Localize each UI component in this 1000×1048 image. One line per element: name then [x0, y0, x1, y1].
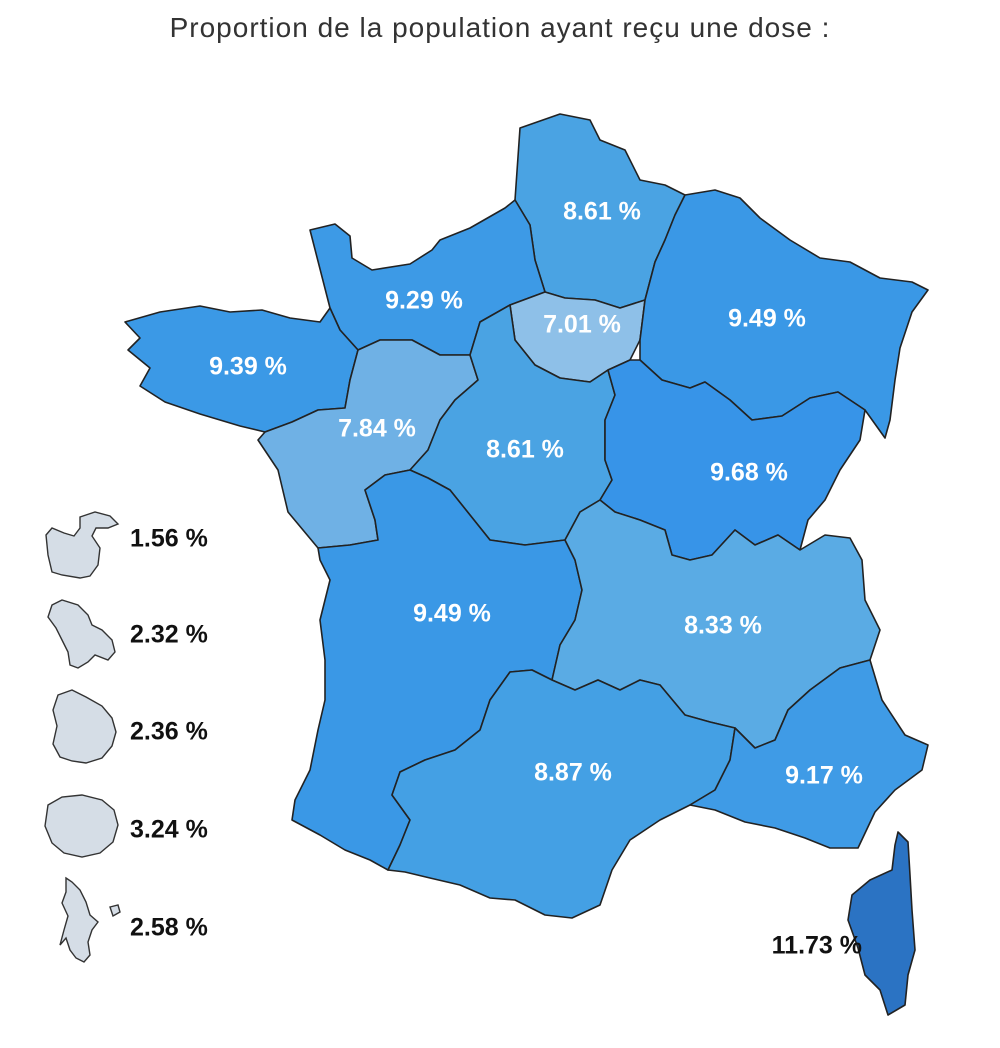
overseas-guadeloupe-shape[interactable]	[45, 511, 120, 579]
label-auvergne-rhone-alpes: 8.33 %	[684, 612, 762, 640]
overseas-mayotte-islet-shape	[109, 904, 121, 918]
label-martinique: 2.32 %	[130, 621, 208, 649]
overseas-mayotte-shape[interactable]	[59, 876, 99, 963]
overseas-martinique-shape[interactable]	[47, 599, 116, 669]
label-guyane: 2.36 %	[130, 718, 208, 746]
label-hauts-de-france: 8.61 %	[563, 198, 641, 226]
label-grand-est: 9.49 %	[728, 305, 806, 333]
label-reunion: 3.24 %	[130, 816, 208, 844]
overseas-guyane-shape[interactable]	[52, 689, 117, 764]
label-normandie: 9.29 %	[385, 287, 463, 315]
label-centre-val-de-loire: 8.61 %	[486, 436, 564, 464]
overseas-reunion-shape[interactable]	[44, 794, 119, 858]
label-paca: 9.17 %	[785, 762, 863, 790]
label-pays-de-la-loire: 7.84 %	[338, 415, 416, 443]
label-corse: 11.73 %	[772, 932, 862, 960]
region-corse[interactable]	[847, 831, 916, 1016]
label-mayotte: 2.58 %	[130, 914, 208, 942]
label-occitanie: 8.87 %	[534, 759, 612, 787]
map-title: Proportion de la population ayant reçu u…	[169, 12, 831, 43]
label-bretagne: 9.39 %	[209, 353, 287, 381]
label-bourgogne-franche-comte: 9.68 %	[710, 459, 788, 487]
region-paca[interactable]	[689, 659, 929, 849]
label-nouvelle-aquitaine: 9.49 %	[413, 600, 491, 628]
label-guadeloupe: 1.56 %	[130, 525, 208, 553]
label-ile-de-france: 7.01 %	[543, 311, 621, 339]
